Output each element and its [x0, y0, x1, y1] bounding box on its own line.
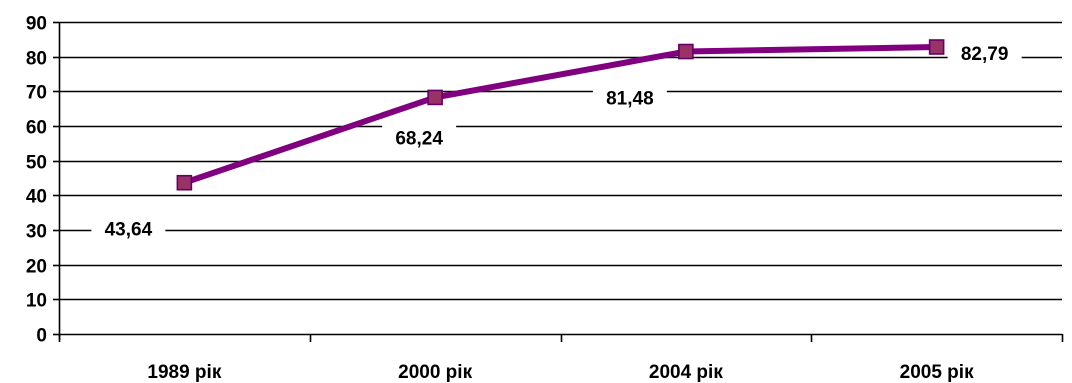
- data-point-marker: [928, 39, 945, 55]
- x-category-label: 2000 рік: [398, 362, 472, 383]
- y-tick-label: 30: [26, 222, 47, 243]
- data-label: 81,48: [606, 89, 654, 110]
- series-line: [181, 43, 940, 186]
- y-tick-label: 70: [26, 83, 47, 104]
- y-tick-label: 40: [26, 187, 47, 208]
- data-point-marker: [176, 174, 193, 191]
- y-tick-label: 20: [26, 257, 47, 278]
- axes: [53, 21, 1064, 342]
- data-label-background: [91, 211, 166, 246]
- y-tick-label: 10: [26, 291, 47, 312]
- data-point-marker: [678, 43, 694, 60]
- y-tick-label: 80: [26, 49, 47, 70]
- series-line: [181, 43, 940, 186]
- data-label-background: [592, 80, 667, 115]
- data-label-background: [382, 120, 457, 155]
- grid-lines: [59, 21, 1062, 301]
- x-category-label: 1989 рік: [147, 362, 221, 383]
- data-labels: 43,64 68,24 81,48 82,79: [91, 35, 1022, 246]
- x-category-label: 2004 рік: [649, 362, 723, 383]
- x-category-label: 2005 рік: [900, 362, 974, 383]
- y-tick-label: 0: [36, 326, 47, 347]
- y-tick-label: 50: [26, 153, 47, 174]
- data-label: 43,64: [105, 220, 153, 241]
- data-point-marker: [427, 89, 443, 106]
- y-tick-label: 60: [26, 118, 47, 139]
- data-label: 68,24: [395, 128, 443, 149]
- series-markers: [176, 39, 945, 191]
- y-axis-tick-labels: 0 10 20 30 40 50 60 70 80 90: [26, 14, 47, 347]
- x-axis-category-labels: 1989 рік 2000 рік 2004 рік 2005 рік: [147, 362, 974, 383]
- y-tick-label: 90: [26, 14, 47, 35]
- data-label: 82,79: [961, 44, 1009, 65]
- data-label-background: [947, 35, 1022, 70]
